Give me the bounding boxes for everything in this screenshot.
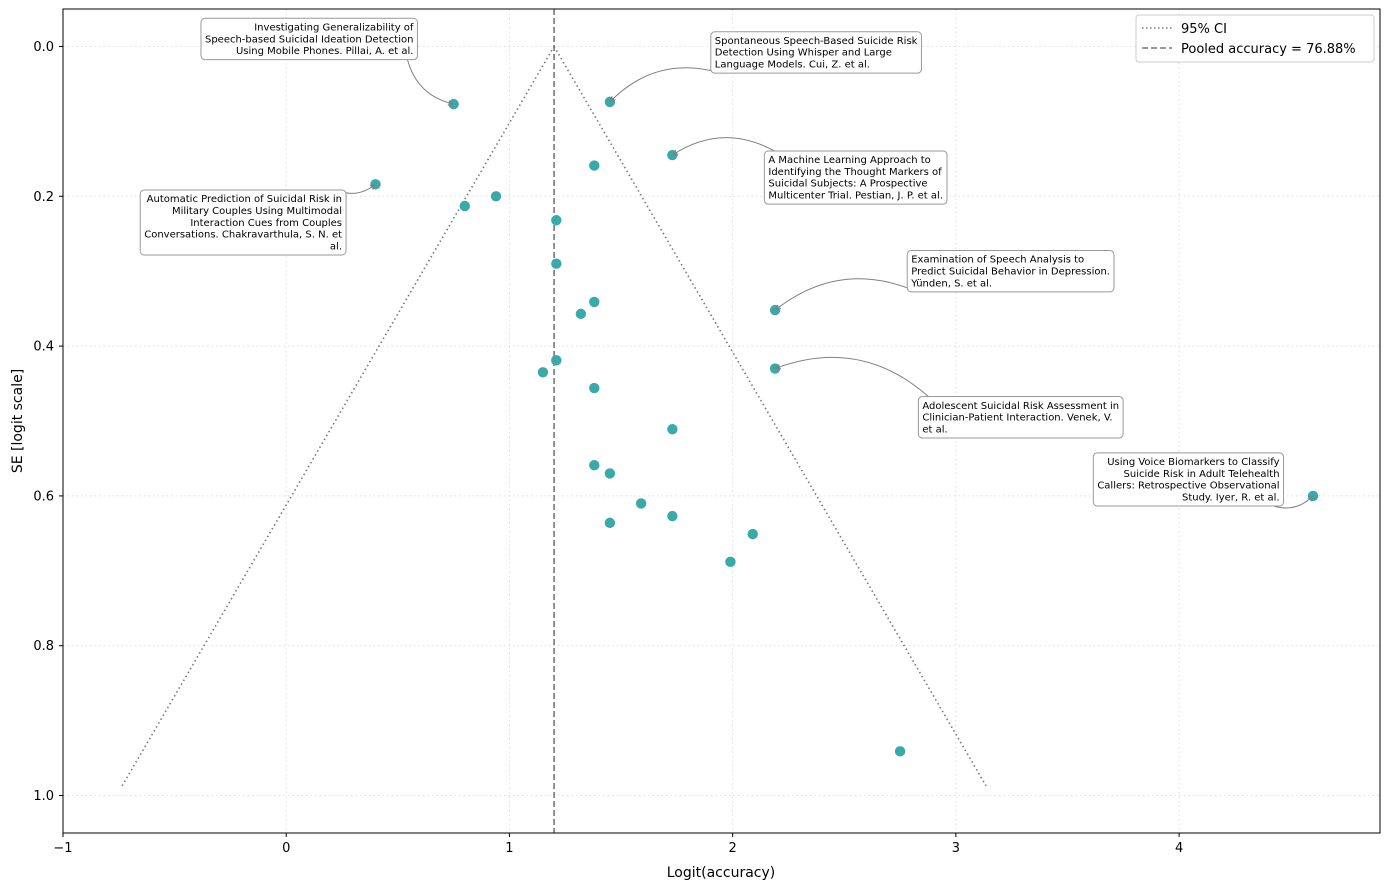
annotation-box — [139, 189, 347, 256]
plot-frame — [62, 8, 1381, 834]
annotation-arrows — [335, 59, 1314, 509]
study-point — [537, 367, 549, 378]
annotation-2: Spontaneous Speech-Based Suicide RiskDet… — [710, 31, 922, 74]
annotation-text: al. — [330, 241, 342, 252]
study-point — [490, 191, 502, 202]
annotation-text: Multicenter Trial. Pestian, J. P. et al. — [768, 191, 943, 202]
annotation-text: A Machine Learning Approach to — [768, 155, 930, 166]
x-tick-label: 0 — [282, 841, 290, 856]
legend-box — [1135, 14, 1375, 63]
annotation-arrowhead — [447, 100, 455, 106]
study-point — [589, 296, 600, 308]
annotation-arrow — [1273, 495, 1314, 509]
y-tick-label: 0.2 — [33, 190, 54, 205]
annotation-text: Interaction Cues from Couples — [190, 218, 342, 229]
study-point — [589, 382, 600, 394]
annotation-text: Callers: Retrospective Observational — [1097, 481, 1279, 492]
annotation-text: Study. Iyer, R. et al. — [1182, 492, 1280, 503]
study-point — [747, 528, 758, 540]
annotation-arrowhead — [774, 304, 781, 311]
x-tick-label: 1 — [505, 841, 513, 856]
study-point — [575, 308, 587, 320]
annotation-text: Predict Suicidal Behavior in Depression. — [911, 266, 1110, 277]
x-axis-title: Logit(accuracy) — [667, 865, 775, 881]
study-point — [604, 468, 616, 479]
legend-label-ci: 95% CI — [1181, 22, 1227, 37]
x-tick-label: 2 — [729, 841, 737, 856]
annotation-7: Using Voice Biomarkers to ClassifySuicid… — [1092, 452, 1285, 507]
study-point — [725, 556, 736, 568]
annotation-text: Identifying the Thought Markers of — [768, 167, 942, 178]
annotation-text: Investigating Generalizability of — [254, 22, 414, 33]
annotation-text: Suicidal Subjects: A Prospective — [768, 179, 927, 190]
annotation-text: Spontaneous Speech-Based Suicide Risk — [715, 36, 918, 47]
annotation-arrowhead — [773, 364, 782, 370]
annotation-5: Examination of Speech Analysis toPredict… — [906, 249, 1115, 293]
grid-layer — [63, 9, 1380, 833]
annotation-text: Adolescent Suicidal Risk Assessment in — [922, 401, 1119, 412]
ci-line-left — [121, 46, 555, 787]
annotation-text: Clinician-Patient Interaction. Venek, V. — [922, 413, 1112, 424]
annotation-box — [917, 396, 1124, 439]
study-point — [589, 160, 600, 171]
study-point — [551, 215, 562, 226]
annotation-arrowhead — [369, 183, 377, 190]
annotation-text: Examination of Speech Analysis to — [911, 255, 1084, 266]
annotations: Investigating Generalizability ofSpeech-… — [139, 17, 1285, 507]
study-point — [551, 355, 562, 366]
annotation-text: Yünden, S. et al. — [910, 278, 992, 289]
annotation-arrow — [774, 356, 929, 397]
annotation-arrowhead — [1307, 494, 1314, 502]
y-axis-ticks: 0.0 0.2 0.4 0.6 0.8 1.0 — [33, 40, 63, 804]
annotation-box — [906, 249, 1115, 293]
annotation-text: Using Mobile Phones. Pillai, A. et al. — [236, 46, 413, 57]
annotation-text: Suicide Risk in Adult Telehealth — [1124, 469, 1280, 480]
annotation-6: Adolescent Suicidal Risk Assessment inCl… — [917, 396, 1124, 439]
x-tick-label: 3 — [952, 841, 960, 856]
y-tick-label: 0.6 — [33, 489, 54, 504]
annotation-text: Conversations. Chakravarthula, S. N. et — [144, 230, 342, 241]
annotation-text: Military Couples Using Multimodal — [172, 206, 342, 217]
annotation-arrowhead — [608, 96, 616, 103]
annotation-box — [200, 17, 418, 61]
study-point — [635, 498, 647, 509]
y-axis-title: SE [logit scale] — [10, 369, 26, 473]
x-axis-ticks: −1 0 1 2 3 4 — [53, 833, 1183, 856]
annotation-arrowhead — [671, 149, 679, 156]
annotation-arrow — [609, 67, 721, 103]
legend-label-pooled: Pooled accuracy = 76.88% — [1181, 42, 1356, 57]
x-tick-label: 4 — [1175, 841, 1183, 856]
study-point — [589, 459, 600, 471]
annotation-3: A Machine Learning Approach toIdentifyin… — [763, 150, 948, 205]
study-point — [459, 200, 470, 212]
ci-lines — [121, 9, 987, 833]
y-tick-label: 0.8 — [33, 639, 54, 654]
study-point — [667, 510, 678, 522]
annotation-4: Automatic Prediction of Suicidal Risk in… — [139, 189, 347, 256]
annotation-arrow — [672, 137, 775, 156]
y-tick-label: 1.0 — [33, 789, 54, 804]
annotation-1: Investigating Generalizability ofSpeech-… — [200, 17, 418, 61]
annotation-box — [710, 31, 922, 74]
legend: 95% CI Pooled accuracy = 76.88% — [1135, 14, 1375, 63]
annotation-arrow — [774, 278, 918, 311]
annotation-text: Language Models. Cui, Z. et al. — [715, 60, 870, 71]
study-point — [667, 424, 678, 435]
study-point — [551, 258, 562, 269]
annotation-text: Speech-based Suicidal Ideation Detection — [205, 34, 413, 45]
annotation-box — [1092, 452, 1285, 507]
y-tick-label: 0.0 — [33, 40, 54, 55]
annotation-text: Automatic Prediction of Suicidal Risk in — [147, 194, 342, 205]
annotation-text: Detection Using Whisper and Large — [715, 48, 892, 59]
annotation-text: et al. — [922, 424, 947, 435]
annotation-arrow — [406, 59, 454, 105]
ci-line-right — [553, 46, 987, 787]
annotation-box — [763, 150, 948, 205]
annotation-text: Using Voice Biomarkers to Classify — [1107, 457, 1279, 468]
study-point — [604, 517, 616, 529]
y-tick-label: 0.4 — [33, 340, 54, 355]
study-point — [894, 746, 906, 757]
x-tick-label: −1 — [53, 841, 72, 856]
